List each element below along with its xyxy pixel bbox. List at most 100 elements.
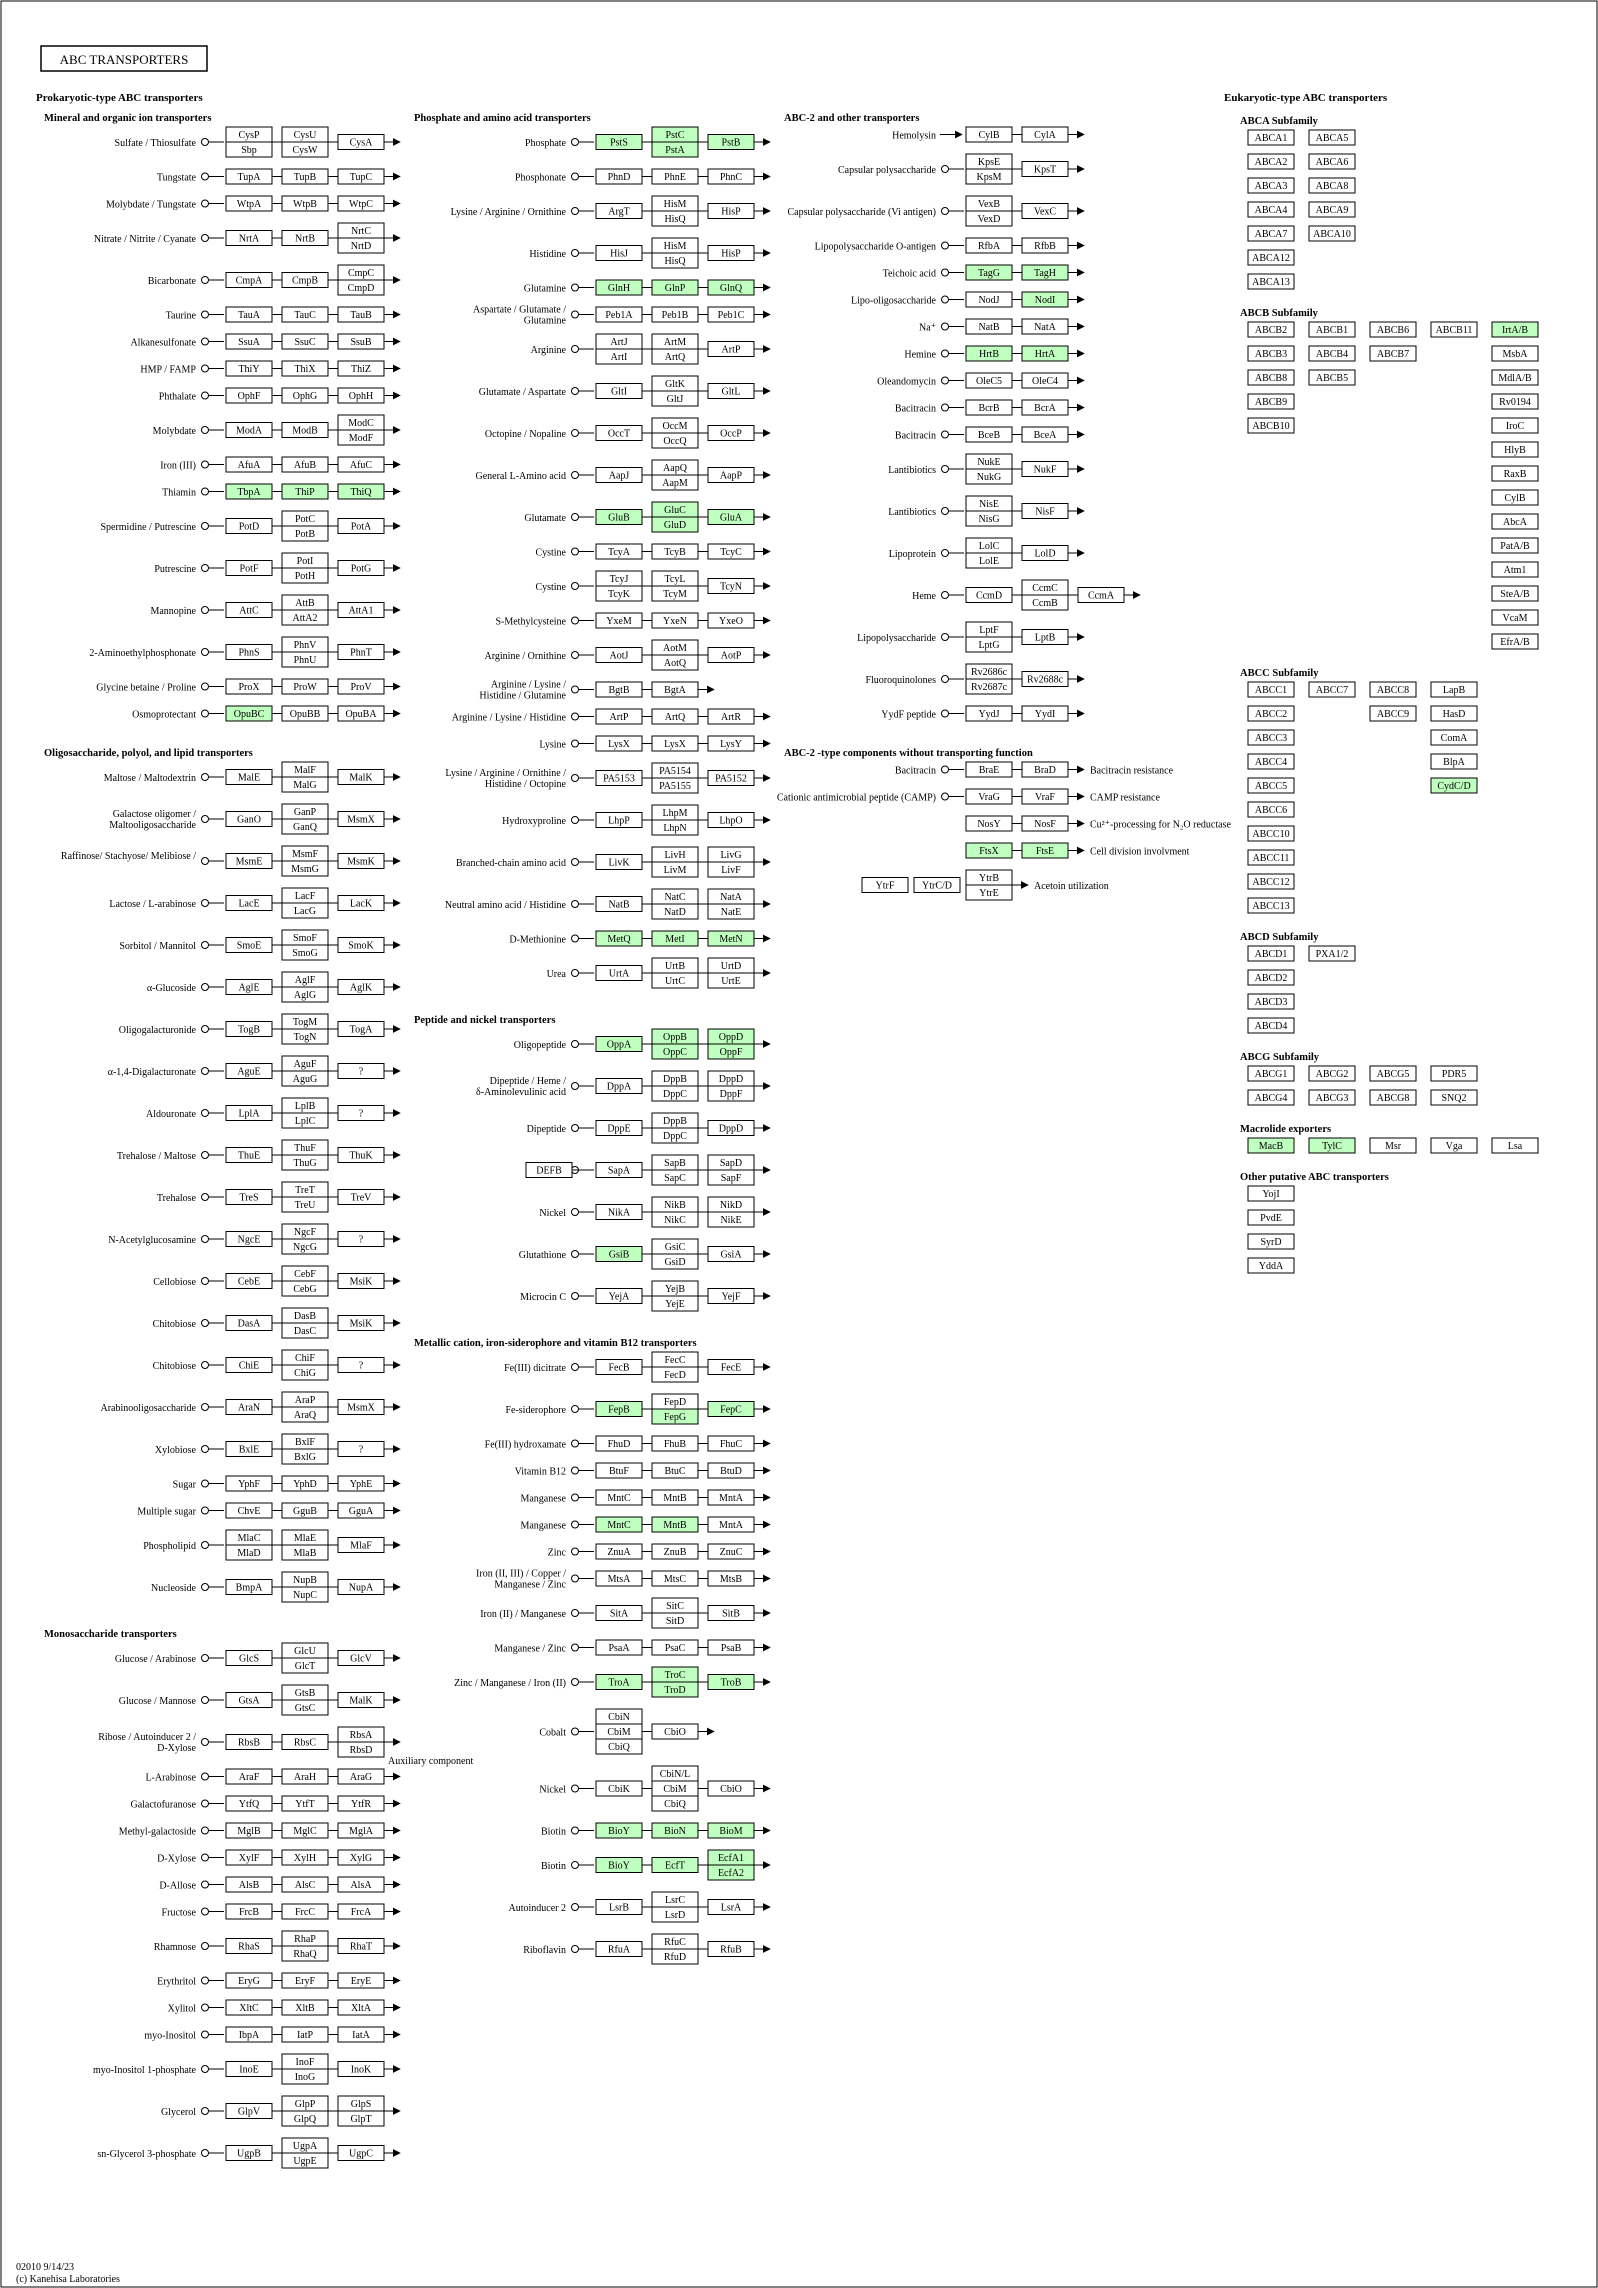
gene-atm1[interactable]: Atm1 bbox=[1491, 561, 1539, 578]
gene-yejb[interactable]: YejB bbox=[651, 1280, 699, 1297]
gene-thiz[interactable]: ThiZ bbox=[337, 360, 385, 377]
gene-dppb[interactable]: DppB bbox=[651, 1070, 699, 1087]
gene-oppb[interactable]: OppB bbox=[651, 1028, 699, 1045]
gene-lsrb[interactable]: LsrB bbox=[595, 1899, 643, 1915]
gene-potg[interactable]: PotG bbox=[337, 560, 385, 576]
gene-mlaf[interactable]: MlaF bbox=[337, 1537, 385, 1553]
gene-sita[interactable]: SitA bbox=[595, 1605, 643, 1621]
gene-lhpn[interactable]: LhpN bbox=[651, 819, 699, 836]
gene-sapd[interactable]: SapD bbox=[707, 1154, 755, 1171]
gene-thip[interactable]: ThiP bbox=[281, 483, 329, 500]
gene-sapb[interactable]: SapB bbox=[651, 1154, 699, 1171]
gene-trod[interactable]: TroD bbox=[651, 1681, 699, 1698]
gene-abcb6[interactable]: ABCB6 bbox=[1369, 321, 1417, 338]
gene-ftse[interactable]: FtsE bbox=[1021, 842, 1069, 859]
gene-irta-b[interactable]: IrtA/B bbox=[1491, 321, 1539, 338]
gene-aapj[interactable]: AapJ bbox=[595, 467, 643, 483]
gene-mnta[interactable]: MntA bbox=[707, 1489, 755, 1506]
gene-malk[interactable]: MalK bbox=[337, 1692, 385, 1708]
gene-psaa[interactable]: PsaA bbox=[595, 1639, 643, 1656]
gene-tupa[interactable]: TupA bbox=[225, 168, 273, 185]
gene-alsb[interactable]: AlsB bbox=[225, 1876, 273, 1893]
gene-oppf[interactable]: OppF bbox=[707, 1043, 755, 1060]
gene-rv2686c[interactable]: Rv2686c bbox=[965, 663, 1013, 680]
gene-abcb4[interactable]: ABCB4 bbox=[1308, 345, 1356, 362]
gene-rfud[interactable]: RfuD bbox=[651, 1948, 699, 1965]
gene-gtsa[interactable]: GtsA bbox=[225, 1692, 273, 1708]
gene-lhpm[interactable]: LhpM bbox=[651, 804, 699, 821]
gene-lpla[interactable]: LplA bbox=[225, 1105, 273, 1121]
gene-togn[interactable]: TogN bbox=[281, 1028, 329, 1045]
gene-ugpb[interactable]: UgpB bbox=[225, 2145, 273, 2161]
gene-fepb[interactable]: FepB bbox=[595, 1401, 643, 1417]
gene-treu[interactable]: TreU bbox=[281, 1196, 329, 1213]
gene-x[interactable]: ? bbox=[337, 1441, 385, 1457]
gene-potd[interactable]: PotD bbox=[225, 518, 273, 534]
gene-opubb[interactable]: OpuBB bbox=[281, 705, 329, 722]
gene-fhud[interactable]: FhuD bbox=[595, 1435, 643, 1452]
gene-tcyb[interactable]: TcyB bbox=[651, 543, 699, 560]
gene-afub[interactable]: AfuB bbox=[281, 456, 329, 473]
gene-dasb[interactable]: DasB bbox=[281, 1307, 329, 1324]
gene-sitd[interactable]: SitD bbox=[651, 1612, 699, 1629]
gene-cbio[interactable]: CbiO bbox=[651, 1723, 699, 1740]
gene-livh[interactable]: LivH bbox=[651, 846, 699, 863]
gene-abca12[interactable]: ABCA12 bbox=[1247, 249, 1295, 266]
gene-abca3[interactable]: ABCA3 bbox=[1247, 177, 1295, 194]
gene-gsia[interactable]: GsiA bbox=[707, 1246, 755, 1262]
gene-abcg4[interactable]: ABCG4 bbox=[1247, 1089, 1295, 1106]
gene-urtb[interactable]: UrtB bbox=[651, 957, 699, 974]
gene-dppa[interactable]: DppA bbox=[595, 1078, 643, 1094]
gene-phns[interactable]: PhnS bbox=[225, 644, 273, 660]
gene-yejf[interactable]: YejF bbox=[707, 1288, 755, 1304]
gene-bgta[interactable]: BgtA bbox=[651, 681, 699, 698]
gene-abcd1[interactable]: ABCD1 bbox=[1247, 945, 1295, 962]
gene-glua[interactable]: GluA bbox=[707, 509, 755, 525]
gene-abcc3[interactable]: ABCC3 bbox=[1247, 729, 1295, 746]
gene-abcd3[interactable]: ABCD3 bbox=[1247, 993, 1295, 1010]
gene-rv0194[interactable]: Rv0194 bbox=[1491, 393, 1539, 410]
gene-cylb[interactable]: CylB bbox=[1491, 489, 1539, 506]
gene-rfub[interactable]: RfuB bbox=[707, 1941, 755, 1957]
gene-ytfr[interactable]: YtfR bbox=[337, 1795, 385, 1812]
gene-tcya[interactable]: TcyA bbox=[595, 543, 643, 560]
gene-glnh[interactable]: GlnH bbox=[595, 279, 643, 296]
gene-ytft[interactable]: YtfT bbox=[281, 1795, 329, 1812]
gene-hasd[interactable]: HasD bbox=[1430, 705, 1478, 722]
gene-troa[interactable]: TroA bbox=[595, 1674, 643, 1690]
gene-inog[interactable]: InoG bbox=[281, 2068, 329, 2085]
gene-potb[interactable]: PotB bbox=[281, 525, 329, 542]
gene-bcra[interactable]: BcrA bbox=[1021, 399, 1069, 416]
gene-hisp[interactable]: HisP bbox=[707, 245, 755, 261]
gene-ssub[interactable]: SsuB bbox=[337, 333, 385, 350]
gene-rfua[interactable]: RfuA bbox=[595, 1941, 643, 1957]
gene-phnt[interactable]: PhnT bbox=[337, 644, 385, 660]
gene-aglf[interactable]: AglF bbox=[281, 971, 329, 988]
gene-znuc[interactable]: ZnuC bbox=[707, 1543, 755, 1560]
gene-lacf[interactable]: LacF bbox=[281, 887, 329, 904]
gene-abcc4[interactable]: ABCC4 bbox=[1247, 753, 1295, 770]
gene-msmg[interactable]: MsmG bbox=[281, 860, 329, 877]
gene-abcc6[interactable]: ABCC6 bbox=[1247, 801, 1295, 818]
gene-psts[interactable]: PstS bbox=[595, 134, 643, 150]
gene-glct[interactable]: GlcT bbox=[281, 1657, 329, 1674]
gene-ytfq[interactable]: YtfQ bbox=[225, 1795, 273, 1812]
gene-frca[interactable]: FrcA bbox=[337, 1903, 385, 1920]
gene-yeja[interactable]: YejA bbox=[595, 1288, 643, 1304]
gene-smok[interactable]: SmoK bbox=[337, 937, 385, 953]
gene-bgtb[interactable]: BgtB bbox=[595, 681, 643, 698]
gene-gsid[interactable]: GsiD bbox=[651, 1253, 699, 1270]
gene-ggua[interactable]: GguA bbox=[337, 1502, 385, 1519]
gene-msr[interactable]: Msr bbox=[1369, 1137, 1417, 1154]
gene-prow[interactable]: ProW bbox=[281, 678, 329, 695]
gene-psta[interactable]: PstA bbox=[651, 141, 699, 158]
gene-dppb[interactable]: DppB bbox=[651, 1112, 699, 1129]
gene-taub[interactable]: TauB bbox=[337, 306, 385, 323]
gene-phnu[interactable]: PhnU bbox=[281, 651, 329, 668]
gene-thue[interactable]: ThuE bbox=[225, 1147, 273, 1163]
gene-aotm[interactable]: AotM bbox=[651, 639, 699, 656]
gene-hisq[interactable]: HisQ bbox=[651, 210, 699, 227]
gene-hisp[interactable]: HisP bbox=[707, 203, 755, 219]
gene-cmpc[interactable]: CmpC bbox=[337, 264, 385, 281]
gene-nise[interactable]: NisE bbox=[965, 495, 1013, 512]
